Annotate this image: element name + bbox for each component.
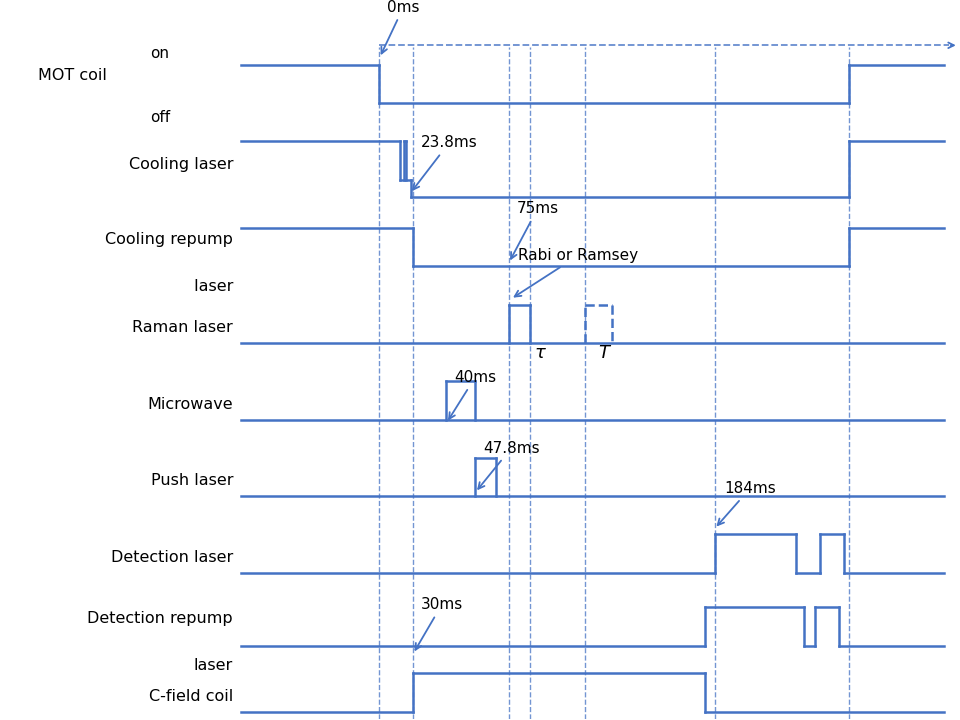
Text: Detection repump: Detection repump bbox=[87, 611, 233, 626]
Text: Raman laser: Raman laser bbox=[132, 320, 233, 336]
Text: 47.8ms: 47.8ms bbox=[478, 441, 540, 489]
Text: MOT coil: MOT coil bbox=[37, 68, 107, 83]
Text: $\tau$: $\tau$ bbox=[534, 344, 546, 362]
Text: 40ms: 40ms bbox=[449, 370, 496, 419]
Text: 23.8ms: 23.8ms bbox=[413, 135, 477, 189]
Text: C-field coil: C-field coil bbox=[149, 689, 233, 704]
Text: Cooling repump: Cooling repump bbox=[106, 233, 233, 247]
Text: 30ms: 30ms bbox=[416, 597, 463, 649]
Text: 0ms: 0ms bbox=[381, 0, 420, 53]
Text: Cooling laser: Cooling laser bbox=[129, 157, 233, 172]
Text: Detection laser: Detection laser bbox=[110, 550, 233, 564]
Text: off: off bbox=[150, 110, 170, 125]
Text: Rabi or Ramsey: Rabi or Ramsey bbox=[515, 248, 638, 297]
Text: Microwave: Microwave bbox=[148, 397, 233, 412]
Text: laser: laser bbox=[189, 279, 233, 294]
Text: T: T bbox=[599, 344, 610, 362]
Text: 184ms: 184ms bbox=[718, 481, 776, 525]
Text: laser: laser bbox=[194, 658, 233, 673]
Text: Push laser: Push laser bbox=[151, 473, 233, 488]
Text: 75ms: 75ms bbox=[511, 202, 559, 258]
Text: on: on bbox=[150, 46, 169, 61]
